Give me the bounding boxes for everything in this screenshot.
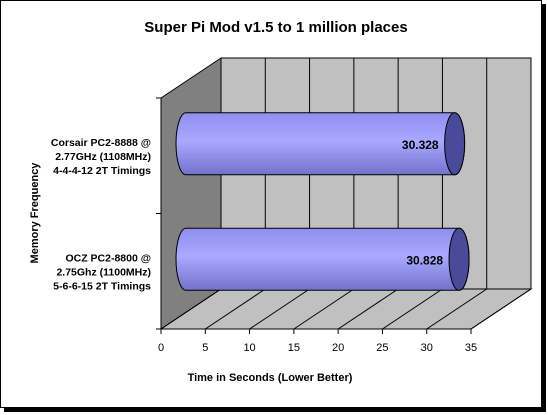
category-label: Corsair PC2-8888 @	[51, 137, 151, 149]
category-label: 2.75Ghz (1100MHz)	[56, 266, 151, 278]
x-axis-label: Time in Seconds (Lower Better)	[188, 372, 353, 384]
floor-gridline	[382, 288, 443, 330]
floor-gridline	[426, 288, 487, 330]
data-label: 30.328	[402, 138, 439, 152]
data-label: 30.828	[406, 253, 443, 267]
x-tick-label: 20	[332, 342, 344, 354]
category-label: 4-4-4-12 2T Timings	[53, 165, 151, 177]
floor-gridline	[337, 288, 399, 330]
chart-frame: Super Pi Mod v1.5 to 1 million places 0 5…	[0, 0, 542, 408]
floor-gridline	[160, 288, 222, 330]
x-tick-label: 10	[243, 342, 255, 354]
x-tick-label: 0	[158, 342, 164, 354]
category-label: 5-6-6-15 2T Timings	[53, 280, 151, 292]
category-label: OCZ PC2-8800 @	[65, 252, 151, 264]
x-tick-label: 30	[421, 342, 433, 354]
category-label: 2.77GHz (1108MHz)	[55, 151, 151, 163]
x-tick-label: 15	[288, 342, 300, 354]
floor-gridline	[249, 288, 310, 330]
floor-gridline	[293, 288, 355, 330]
x-tick-label: 35	[465, 342, 477, 354]
plot-area: 0 5 10 15 20 25 30 35 30.328 Corsair PC2-8888 @ 2.…	[51, 57, 533, 354]
bar-cap	[444, 112, 466, 176]
floor	[159, 288, 533, 330]
floor-gridline	[470, 288, 532, 330]
floor-gridline	[205, 288, 266, 330]
x-tick-label: 5	[202, 342, 208, 354]
chart-title: Super Pi Mod v1.5 to 1 million places	[144, 19, 407, 36]
bar-cap	[448, 227, 470, 291]
x-tick-label: 25	[376, 342, 388, 354]
y-axis-label: Memory Frequency	[29, 162, 41, 264]
